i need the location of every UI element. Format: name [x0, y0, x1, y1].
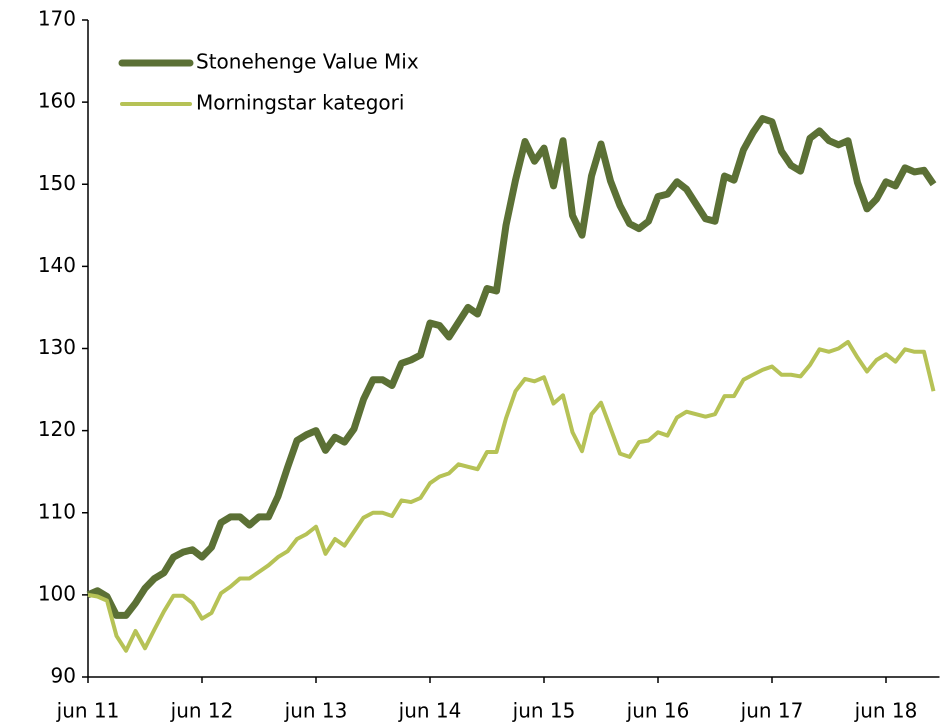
x-tick-label: jun 14 — [398, 699, 462, 723]
x-tick-label: jun 17 — [740, 699, 804, 723]
y-tick-label: 170 — [38, 7, 76, 31]
x-tick-label: jun 18 — [854, 699, 918, 723]
y-tick-label: 160 — [38, 89, 76, 113]
series-line — [86, 115, 937, 619]
x-tick-label: jun 16 — [626, 699, 690, 723]
y-tick-label: 110 — [38, 499, 76, 523]
x-tick-label: jun 13 — [284, 699, 348, 723]
y-tick-label: 130 — [38, 335, 76, 359]
x-tick-label: jun 11 — [56, 699, 120, 723]
y-tick-label: 100 — [38, 581, 76, 605]
legend-label: Morningstar kategori — [196, 91, 404, 115]
x-tick-label: jun 15 — [512, 699, 576, 723]
y-tick-label: 140 — [38, 253, 76, 277]
series-line — [87, 339, 936, 653]
x-tick-label: jun 12 — [170, 699, 234, 723]
legend-label: Stonehenge Value Mix — [196, 50, 419, 74]
y-tick-label: 120 — [38, 417, 76, 441]
y-tick-label: 150 — [38, 171, 76, 195]
y-tick-label: 90 — [51, 664, 76, 688]
